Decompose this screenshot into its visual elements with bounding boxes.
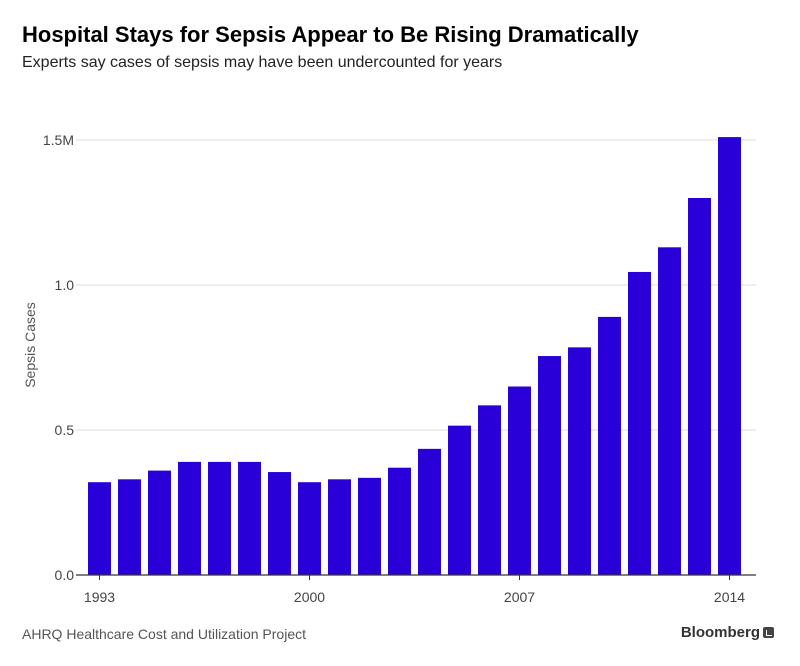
y-tick-label: 1.5M [43,132,74,148]
y-tick-label: 0.0 [55,567,75,583]
y-tick-label: 1.0 [55,277,75,293]
bar-1999 [268,472,291,575]
bloomberg-logo-icon [763,627,774,638]
y-axis-label: Sepsis Cases [22,302,38,388]
bar-1995 [148,470,171,575]
x-tick-label: 2000 [294,589,325,605]
x-tick-label: 2014 [714,589,745,605]
bar-2004 [418,448,441,575]
bar-2013 [688,198,711,575]
chart-title: Hospital Stays for Sepsis Appear to Be R… [22,22,639,47]
x-tick-label: 2007 [504,589,535,605]
brand-logo-text: Bloomberg [680,624,760,641]
bar-2002 [358,477,381,575]
bar-1997 [208,461,231,575]
bar-2000 [298,482,321,575]
chart-subtitle: Experts say cases of sepsis may have bee… [22,54,503,71]
source-note: AHRQ Healthcare Cost and Utilization Pro… [22,626,307,642]
bar-2014 [718,137,741,575]
bar-1994 [118,479,141,575]
bar-2011 [628,271,651,575]
bar-2008 [538,356,561,575]
bar-2005 [448,425,471,575]
bar-2012 [658,247,681,576]
bar-2007 [508,386,531,575]
bar-2001 [328,479,351,575]
bar-1993 [88,482,111,575]
y-tick-label: 0.5 [55,422,75,438]
bar-2003 [388,467,411,575]
bar-1996 [178,461,201,575]
x-tick-label: 1993 [84,589,115,605]
bar-2009 [568,347,591,575]
bar-1998 [238,461,261,575]
bar-2010 [598,316,621,575]
bar-2006 [478,405,501,575]
